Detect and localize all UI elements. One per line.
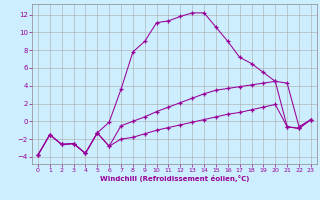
- X-axis label: Windchill (Refroidissement éolien,°C): Windchill (Refroidissement éolien,°C): [100, 175, 249, 182]
